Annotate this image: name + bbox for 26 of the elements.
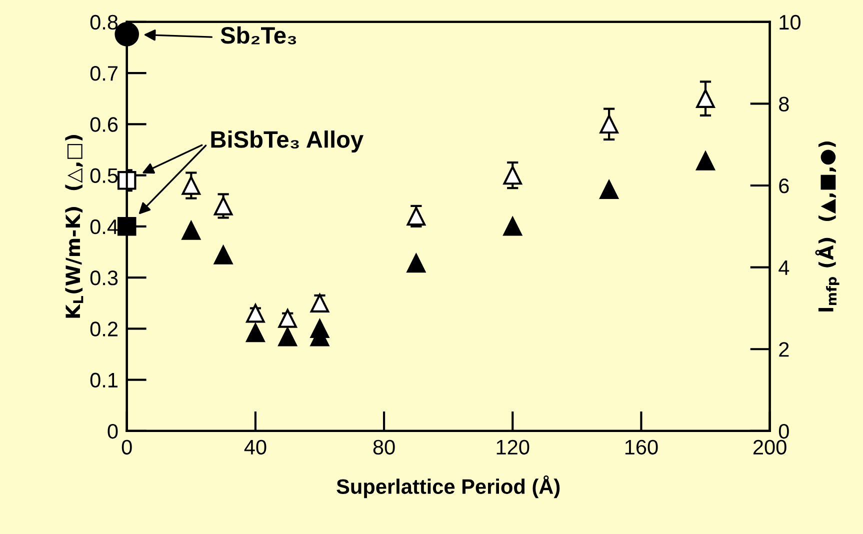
y-tick-label: 0.1	[90, 372, 118, 388]
y-tick-label: 0.6	[90, 117, 118, 132]
y2-tick-label: 2	[779, 342, 789, 357]
x-tick-label: 80	[373, 440, 395, 455]
annotation: Sb₂Te₃	[220, 26, 296, 44]
x-axis-title: Superlattice Period (Å)	[336, 475, 560, 498]
x-tick-label: 0	[122, 440, 132, 455]
y2-tick-label: 6	[779, 178, 789, 194]
y2-tick-label: 4	[778, 260, 790, 275]
y2-tick-label: 10	[780, 14, 800, 30]
y-tick-label: 0.5	[90, 168, 118, 184]
y-axis-title: K$_{L}$(W/m-K) (△,□)	[65, 135, 84, 318]
y2-axis-title: l$_{mfp}$ (Å) (▲,■,●)	[815, 142, 840, 312]
x-tick-label: 120	[496, 440, 530, 455]
y-tick-label: 0.2	[90, 322, 118, 336]
annotation: BiSbTe₃ Alloy	[211, 130, 364, 153]
y-tick-label: 0.4	[90, 219, 118, 234]
y-tick-label: 0.3	[90, 270, 118, 286]
y-tick-label: 0.8	[90, 14, 118, 30]
y-tick-label: 0	[108, 424, 118, 439]
x-tick-label: 160	[625, 440, 658, 455]
x-tick-label: 40	[244, 440, 266, 455]
y-tick-label: 0.7	[90, 66, 118, 81]
x-tick-label: 200	[753, 440, 786, 455]
y2-tick-label: 0	[778, 424, 789, 439]
y2-tick-label: 8	[779, 96, 789, 112]
